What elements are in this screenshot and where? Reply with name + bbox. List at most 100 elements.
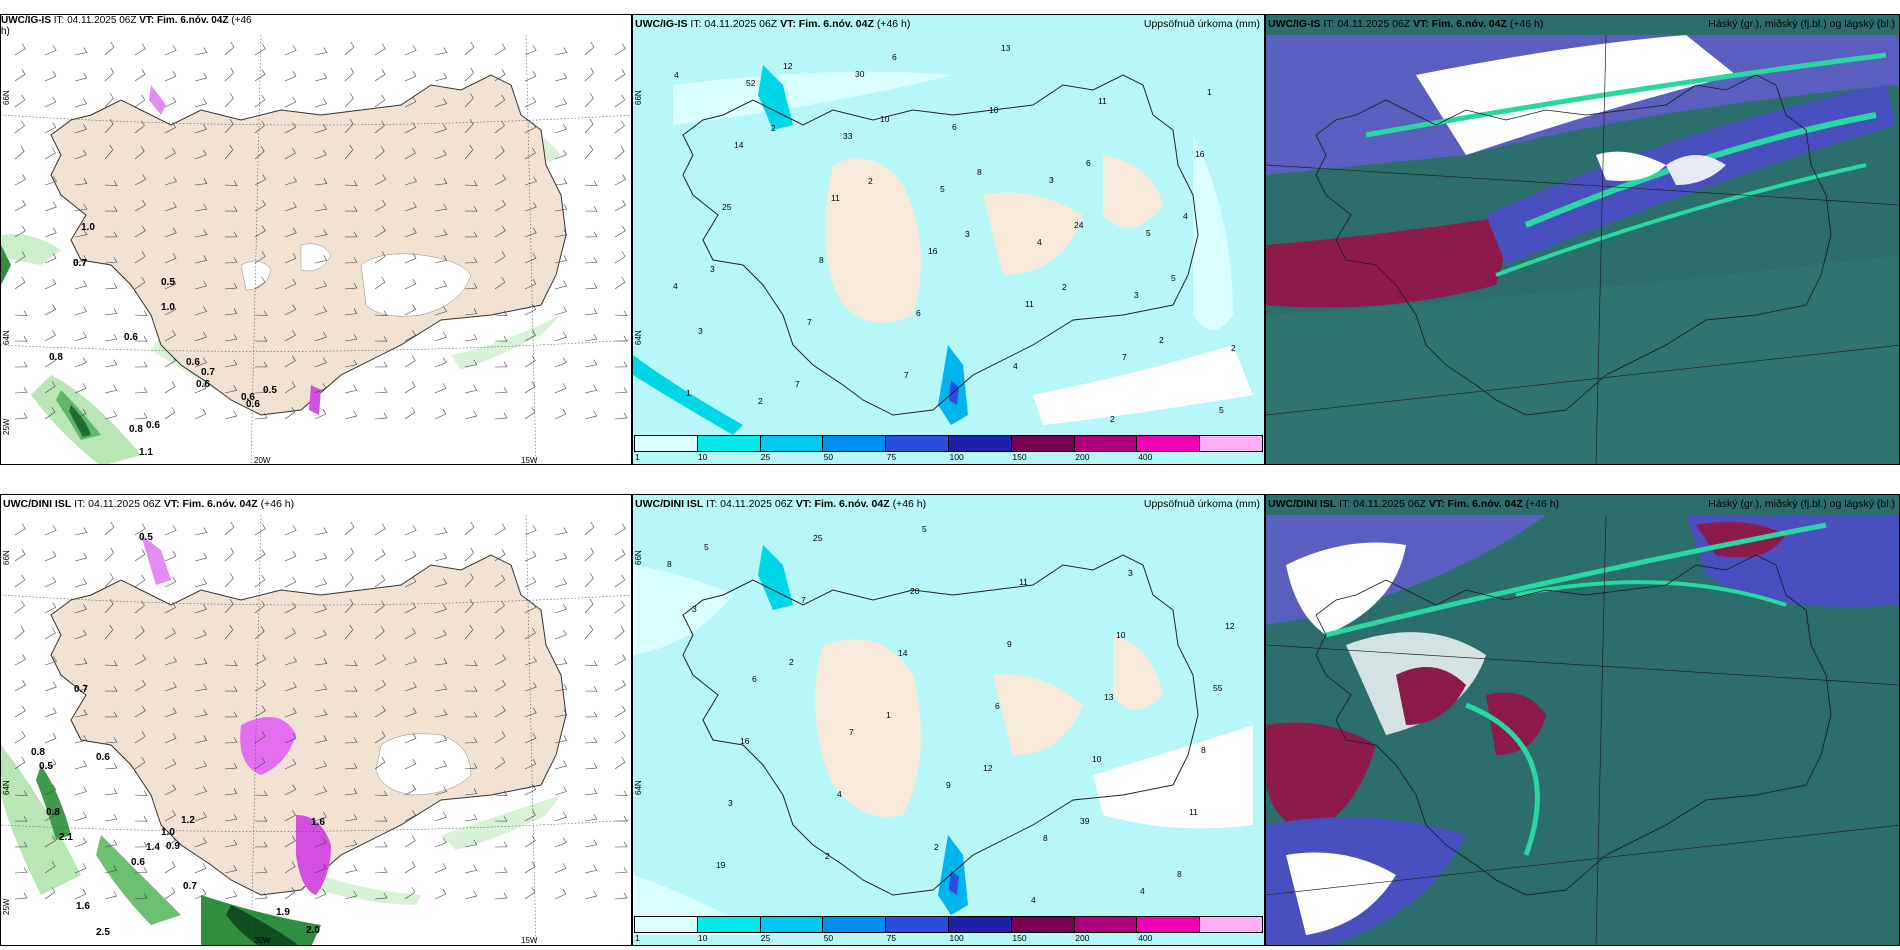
- wind-barb: [494, 654, 507, 666]
- wind-barb: [104, 711, 118, 718]
- precip-value-label: 1.2: [181, 815, 195, 826]
- wind-barb: [434, 604, 447, 614]
- wind-barb: [614, 310, 628, 316]
- wind-barb: [494, 225, 506, 238]
- wind-barb: [74, 331, 87, 342]
- wind-barb: [434, 552, 448, 562]
- wind-barb: [374, 731, 386, 744]
- wind-barb: [254, 549, 266, 562]
- colorbar-tick: 10: [697, 933, 708, 943]
- wind-barb: [224, 385, 238, 394]
- wind-barb: [74, 124, 87, 134]
- wind-barb: [44, 861, 56, 874]
- panel-header: UWC/IG-IS IT: 04.11.2025 06Z VT: Fim. 6.…: [1268, 18, 1895, 30]
- wind-barb: [14, 654, 27, 666]
- wind-barb: [164, 810, 176, 822]
- precip-point-value: 19: [716, 860, 726, 870]
- map-canvas: [1266, 15, 1899, 464]
- wind-barb: [254, 387, 268, 394]
- wind-barb: [254, 600, 265, 614]
- wind-barb: [74, 306, 87, 316]
- wind-barb: [464, 573, 474, 588]
- wind-barb: [194, 124, 207, 134]
- precip-value-label: 1.1: [139, 447, 153, 458]
- wind-barb: [44, 355, 56, 368]
- wind-barb: [284, 550, 297, 562]
- wind-barb: [464, 282, 478, 290]
- wind-barb: [494, 574, 506, 588]
- wind-barb: [584, 333, 598, 342]
- wind-barb: [344, 41, 355, 56]
- wind-barb: [284, 45, 297, 56]
- wind-barb: [224, 660, 238, 666]
- wind-barb: [464, 359, 478, 368]
- wind-barb: [524, 810, 536, 822]
- wind-barb: [134, 225, 146, 238]
- panel-wind-precip-dini: 66N 64N 25W 20W 15W 0.5 0.7 0.8 0.5 0.8 2.1 1.…: [0, 494, 632, 946]
- wind-barb: [224, 521, 235, 536]
- wind-barb: [494, 549, 506, 562]
- wind-barb: [344, 839, 358, 848]
- wind-barb: [554, 98, 567, 108]
- wind-barb: [284, 733, 297, 744]
- wind-barb: [284, 330, 296, 342]
- wind-barb: [74, 408, 87, 420]
- colorbar-cell: [635, 917, 698, 932]
- wind-barb: [524, 681, 537, 692]
- wind-barb: [434, 331, 447, 342]
- panel-header: UWC/IG-IS IT: 04.11.2025 06Z VT: Fim. 6.…: [635, 18, 1260, 30]
- wind-barb: [14, 816, 28, 822]
- precip-point-value: 25: [722, 202, 732, 212]
- wind-barb: [524, 304, 537, 316]
- wind-barb: [404, 253, 417, 264]
- svg-text:66N: 66N: [2, 90, 11, 105]
- wind-barb: [614, 276, 626, 290]
- wind-barb: [584, 598, 594, 614]
- wind-barb: [194, 47, 208, 56]
- wind-barb: [494, 705, 506, 718]
- wind-barb: [314, 658, 328, 666]
- wind-barb: [74, 178, 88, 186]
- precip-point-value: 8: [977, 167, 982, 177]
- wind-barb: [164, 330, 176, 342]
- wind-barb: [464, 206, 478, 212]
- precip-point-value: 9: [1007, 639, 1012, 649]
- wind-barb: [284, 681, 297, 692]
- wind-barb: [494, 69, 506, 82]
- wind-barb: [44, 784, 57, 796]
- wind-barb: [74, 72, 88, 82]
- map-canvas: [1266, 495, 1899, 945]
- colorbar-tick: 25: [760, 452, 771, 462]
- precip-point-value: 55: [1213, 683, 1223, 693]
- wind-barb: [104, 762, 118, 770]
- wind-barb: [104, 257, 118, 264]
- precip-point-value: 13: [1001, 43, 1011, 53]
- lat-lon-grid: [1, 34, 631, 464]
- wind-barb: [344, 890, 358, 900]
- wind-barb: [194, 306, 207, 316]
- wind-barb: [614, 574, 626, 588]
- precip-point-value: 2: [1062, 282, 1067, 292]
- wind-barb: [464, 598, 474, 614]
- wind-barb: [584, 737, 598, 744]
- wind-barb: [614, 756, 626, 770]
- wind-barb: [164, 707, 177, 718]
- wind-barb: [44, 122, 57, 134]
- wind-barb: [104, 333, 118, 342]
- wind-barb: [164, 70, 177, 82]
- wind-barb: [254, 841, 268, 848]
- svg-text:25W: 25W: [2, 418, 11, 435]
- wind-barb: [404, 278, 417, 290]
- colorbar-tick: 100: [949, 933, 964, 943]
- wind-barb: [314, 863, 327, 874]
- wind-barb: [404, 330, 416, 342]
- wind-barb: [584, 231, 598, 238]
- precip-point-value: 5: [922, 524, 927, 534]
- wind-barb: [224, 308, 238, 316]
- precip-point-value: 6: [752, 674, 757, 684]
- wind-barb: [14, 174, 27, 186]
- wind-barb: [374, 146, 385, 160]
- wind-barb: [374, 523, 386, 536]
- wind-barb: [104, 813, 118, 822]
- wind-barb: [374, 276, 386, 290]
